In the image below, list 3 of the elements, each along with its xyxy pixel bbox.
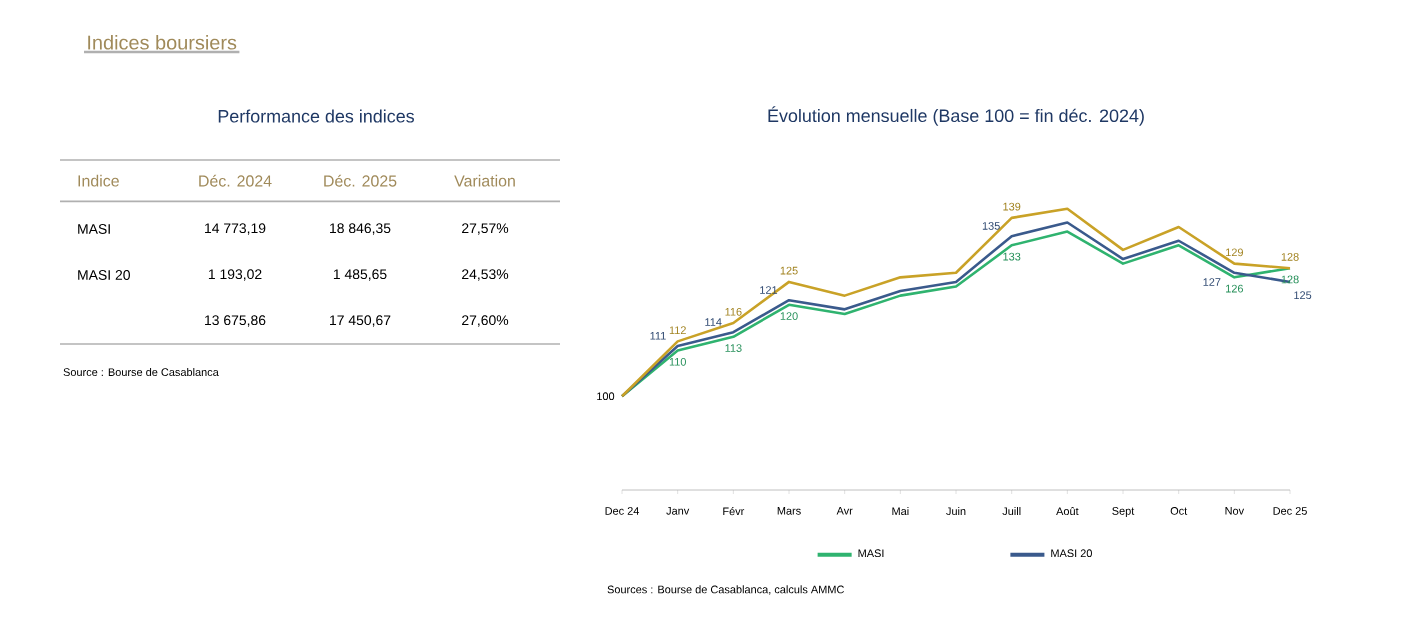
chart-title: Évolution mensuelle (Base 100 = fin déc. 2024) [768,106,1144,126]
text: Indices boursiers [88,34,237,50]
text: Performance des indices [218,109,414,123]
